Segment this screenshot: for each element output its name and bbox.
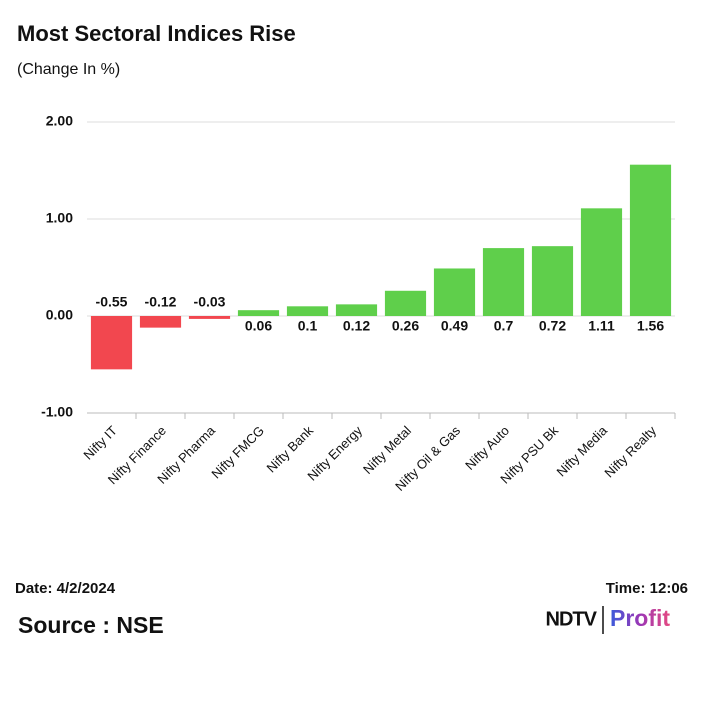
data-label: 1.11 [588, 318, 615, 334]
chart-title: Most Sectoral Indices Rise [17, 21, 296, 46]
data-label: 0.7 [494, 318, 514, 334]
data-label: 0.12 [343, 318, 370, 334]
bar [90, 316, 133, 370]
bar [139, 316, 182, 328]
bar [482, 248, 525, 316]
bar [384, 290, 427, 316]
data-label: 0.49 [441, 318, 468, 334]
y-tick-label: 2.00 [46, 113, 73, 129]
bar [629, 164, 672, 316]
y-tick-label: -1.00 [41, 404, 73, 420]
data-label: 1.56 [637, 318, 664, 334]
chart-subtitle: (Change In %) [17, 61, 120, 78]
data-label: 0.72 [539, 318, 566, 334]
bar [188, 316, 231, 319]
bar [286, 306, 329, 316]
bar [531, 246, 574, 316]
data-label: 0.26 [392, 318, 419, 334]
y-tick-label: 1.00 [46, 210, 73, 226]
bar [433, 268, 476, 316]
data-label: 0.1 [298, 318, 318, 334]
bar [237, 310, 280, 316]
date: Date: 4/2/2024 [15, 580, 116, 597]
data-label: -0.12 [145, 294, 177, 310]
data-label: -0.03 [194, 294, 226, 310]
time: Time: 12:06 [606, 580, 688, 597]
source: Source : NSE [18, 612, 164, 638]
bar [335, 304, 378, 316]
data-label: -0.55 [96, 294, 128, 310]
logo-ndtv: NDTV [546, 608, 598, 630]
data-label: 0.06 [245, 318, 272, 334]
y-tick-label: 0.00 [46, 307, 73, 323]
logo-profit: Profit [610, 605, 670, 631]
bar [580, 208, 623, 316]
